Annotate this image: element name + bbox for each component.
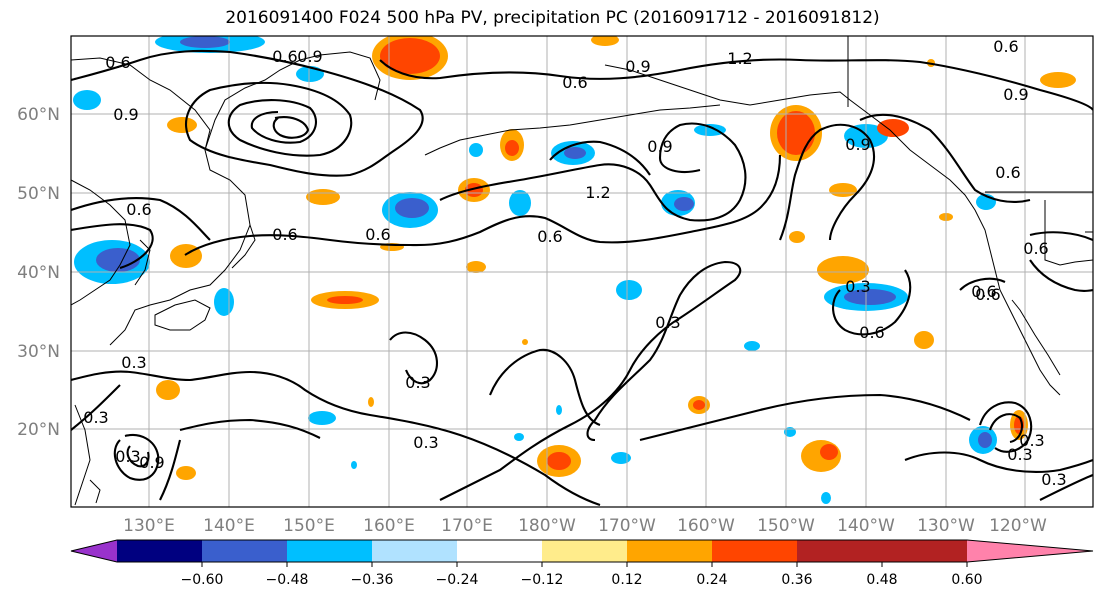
contour-label: 0.9 xyxy=(297,47,322,66)
contour-labels: 0.6 0.9 1.2 0.9 0.6 0.6 0.9 0.9 1.2 0.6 … xyxy=(83,37,1066,489)
contour-label: 0.6 xyxy=(272,47,297,66)
contour-label: 0.6 xyxy=(1023,239,1048,258)
latitude-label: 60°N xyxy=(17,105,60,125)
contour-label: 0.6 xyxy=(975,285,1000,304)
longitude-label: 160°W xyxy=(677,516,735,536)
contour-label: 1.2 xyxy=(727,49,752,68)
contour-label: 0.3 xyxy=(405,373,430,392)
contour-label: 0.3 xyxy=(413,433,438,452)
contour-label: 1.2 xyxy=(585,183,610,202)
contour-label: 0.6 xyxy=(105,53,130,72)
colorbar-tick-label: −0.24 xyxy=(436,572,479,588)
colorbar-left-extension xyxy=(71,540,117,562)
colorbar-segment xyxy=(457,540,542,562)
contour-label: 0.6 xyxy=(537,227,562,246)
longitude-label: 140°W xyxy=(837,516,895,536)
contour-label: 0.3 xyxy=(1041,470,1066,489)
graticule xyxy=(71,36,1093,507)
colorbar-right-extension xyxy=(967,540,1093,562)
colorbar-tick-label: −0.36 xyxy=(351,572,394,588)
latitude-axis: 60°N 50°N 40°N 30°N 20°N xyxy=(17,105,60,440)
contour-label: 0.9 xyxy=(625,57,650,76)
longitude-label: 180°W xyxy=(518,516,576,536)
colorbar-segment xyxy=(542,540,627,562)
latitude-label: 50°N xyxy=(17,184,60,204)
contour-label: 0.9 xyxy=(113,105,138,124)
contour-label: 0.6 xyxy=(562,73,587,92)
colorbar-tick-label: −0.12 xyxy=(521,572,564,588)
longitude-axis: 130°E 140°E 150°E 160°E 170°E 180°W 170°… xyxy=(123,516,1047,536)
colorbar-tick-label: 0.24 xyxy=(696,572,727,588)
contour-label: 0.6 xyxy=(993,37,1018,56)
contour-label: 0.9 xyxy=(647,137,672,156)
colorbar-segment xyxy=(797,540,882,562)
colorbar-tick-label: 0.12 xyxy=(611,572,642,588)
contour-label: 0.9 xyxy=(845,135,870,154)
contour-label: 0.9 xyxy=(1003,85,1028,104)
colorbar: −0.60 −0.48 −0.36 −0.24 −0.12 0.12 0.24 … xyxy=(70,539,1094,588)
contour-label: 0.6 xyxy=(272,225,297,244)
longitude-label: 140°E xyxy=(203,516,255,536)
contour-label: 0.3 xyxy=(1019,431,1044,450)
contour-label: 0.9 xyxy=(139,453,164,472)
contour-label: 0.6 xyxy=(995,163,1020,182)
colorbar-segment xyxy=(372,540,457,562)
colorbar-segment xyxy=(287,540,372,562)
colorbar-tick-label: 0.48 xyxy=(866,572,897,588)
colorbar-tick-label: −0.48 xyxy=(266,572,309,588)
contour-label: 0.3 xyxy=(845,277,870,296)
latitude-label: 40°N xyxy=(17,263,60,283)
precipitation-anomaly-shading xyxy=(73,36,1076,504)
contour-label: 0.3 xyxy=(83,408,108,427)
longitude-label: 120°W xyxy=(989,516,1047,536)
colorbar-segment xyxy=(882,540,967,562)
colorbar-tick-label: −0.60 xyxy=(181,572,224,588)
colorbar-segment xyxy=(627,540,712,562)
colorbar-segment xyxy=(117,540,202,562)
contour-label: 0.3 xyxy=(655,313,680,332)
longitude-label: 160°E xyxy=(363,516,415,536)
coastlines xyxy=(71,36,1093,506)
longitude-label: 170°W xyxy=(598,516,656,536)
colorbar-tick-label: 0.36 xyxy=(781,572,812,588)
colorbar-segment xyxy=(202,540,287,562)
contour-label: 0.6 xyxy=(365,225,390,244)
contour-label: 0.6 xyxy=(971,282,996,301)
latitude-label: 30°N xyxy=(17,342,60,362)
colorbar-segment xyxy=(712,540,797,562)
pv-contours xyxy=(71,49,1093,506)
map-frame xyxy=(70,35,1094,508)
figure-title: 2016091400 F024 500 hPa PV, precipitatio… xyxy=(225,8,880,28)
longitude-label: 130°E xyxy=(123,516,175,536)
contour-label: 0.6 xyxy=(126,200,151,219)
longitude-label: 130°W xyxy=(917,516,975,536)
contour-label: 0.3 xyxy=(121,353,146,372)
longitude-label: 170°E xyxy=(441,516,493,536)
contour-label: 0.6 xyxy=(859,323,884,342)
contour-label: 0.3 xyxy=(1007,445,1032,464)
longitude-label: 150°E xyxy=(283,516,335,536)
latitude-label: 20°N xyxy=(17,420,60,440)
colorbar-tick-label: 0.60 xyxy=(951,572,982,588)
longitude-label: 150°W xyxy=(757,516,815,536)
contour-label: 0.3 xyxy=(115,447,140,466)
